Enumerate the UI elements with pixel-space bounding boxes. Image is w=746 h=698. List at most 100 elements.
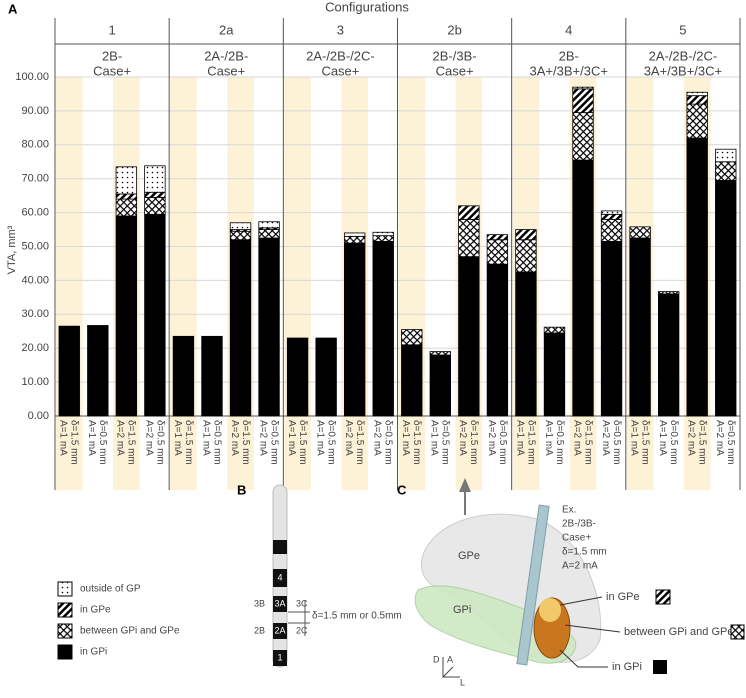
bar-segment [629,237,651,417]
x-tick-label: A=2 mA [571,420,582,456]
axis-label: A [447,654,453,664]
group-label: Case+ [207,63,245,78]
x-tick-label: δ=1.5 mm [297,420,308,465]
panel-label: A [8,1,18,16]
bar-segment [543,332,566,417]
x-tick-label: δ=1.5 mm [525,420,536,465]
column-shade [398,77,426,490]
panel-label: B [237,482,246,497]
bar-segment [715,148,737,163]
group-label: 3A+/3B+/3C+ [530,63,608,78]
contact-label: 3C [296,598,308,608]
bar-segment [600,213,623,220]
bar-segment [572,159,594,417]
x-tick-label: δ=1.5 mm [468,420,479,465]
x-tick-label: δ=0.5 mm [725,420,736,465]
bar-segment [258,229,280,239]
x-tick-label: δ=1.5 mm [183,420,194,465]
x-tick-label: δ=0.5 mm [383,420,394,465]
group-label: 2A-/2B-/2C- [649,48,718,63]
example-label: 2B-/3B- [562,519,596,530]
y-tick-label: 100.00 [15,71,49,83]
callout-swatch [655,589,671,605]
bar-segment [315,337,337,417]
example-label: A=2 mA [562,561,598,572]
y-axis-label: VTA, mm³ [6,225,18,274]
group-label: 2A-/2B- [204,48,248,63]
legend-label: in GPe [80,605,111,616]
bar-segment [172,335,195,417]
contact-label: 2C [296,625,308,635]
bar-segment [372,235,394,242]
contact [273,569,287,587]
column-shade [284,77,311,490]
bar-segment [657,291,680,295]
y-tick-label: 10.00 [21,376,49,388]
x-tick-label: δ=0.5 mm [668,420,679,465]
bar-segment [515,229,537,241]
callout-swatch [730,624,745,640]
bar-segment [686,103,708,139]
x-tick-label: A=1 mA [200,420,211,456]
group-label: Case+ [321,63,359,78]
legend-label: in GPi [80,647,107,658]
x-tick-label: A=1 mA [86,420,97,456]
bar-segment [715,179,737,417]
region-label: GPe [458,550,480,562]
bar-segment [344,242,366,417]
x-tick-label: A=1 mA [172,420,183,456]
y-tick-label: 20.00 [21,342,49,354]
callout-label: in GPi [612,661,642,673]
x-tick-label: A=2 mA [686,420,697,456]
contact [273,623,287,639]
x-tick-label: δ=0.5 mm [326,420,337,465]
x-tick-label: A=1 mA [514,420,525,456]
legend: outside of GP in GPe between GPi and GPe in… [57,581,180,660]
x-tick-label: A=2 mA [714,420,725,456]
panel-c: C GPe GPi Ex. 2B-/3B- Case+ δ=1.5 mm A=2… [397,478,745,687]
bar-segment [115,193,138,200]
x-tick-label: A=2 mA [600,420,611,456]
y-tick-label: 0.00 [28,410,49,422]
bar-segment [344,235,366,244]
group-name: 2b [447,22,461,37]
x-tick-label: A=1 mA [400,420,411,456]
bar-segment [486,263,509,417]
group-label: 3A+/3B+/3C+ [644,63,722,78]
x-tick-label: A=1 mA [429,420,440,456]
x-tick-label: δ=1.5 mm [411,420,422,465]
contact [273,596,287,612]
x-tick-label: δ=1.5 mm [354,420,365,465]
x-tick-label: δ=1.5 mm [697,420,708,465]
bar-segment [144,196,166,215]
example-label: Ex. [562,505,576,516]
contact-label: 4 [277,572,282,582]
y-tick-label: 90.00 [21,105,49,117]
x-tick-label: δ=1.5 mm [126,420,137,465]
panel-b: B 4 3B 3A 3C 2B 2A 2C 1 δ=1.5 mm or 0.5m… [237,482,402,668]
bar-segment [401,329,423,346]
marker [273,540,287,554]
x-tick-label: A=1 mA [58,420,69,456]
legend-label: between GPi and GPe [80,626,180,637]
arrow-head [459,478,471,492]
x-tick-label: A=1 mA [286,420,297,456]
callout-swatch [653,660,667,674]
group-label: Case+ [436,63,474,78]
example-label: δ=1.5 mm [562,547,607,558]
x-tick-label: δ=0.5 mm [154,420,165,465]
axis-label: D [433,654,440,664]
bar-segment [600,241,623,417]
bar-segment [543,326,566,334]
x-tick-label: A=2 mA [115,420,126,456]
axis-label: L [460,677,465,687]
chart: 0.00 10.00 20.00 30.00 40.00 50.00 60.00 70.00 8… [15,18,741,490]
column-shade [170,77,197,490]
contact [273,650,287,666]
group-name: 1 [108,22,115,37]
legend-swatch [57,581,73,597]
bar-segment [686,91,708,97]
y-tick-label: 70.00 [21,173,49,185]
callout-line [559,596,621,668]
